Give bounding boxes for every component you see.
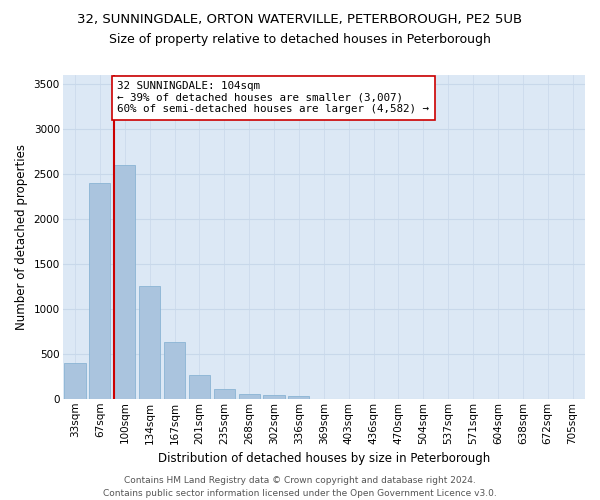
Text: 32 SUNNINGDALE: 104sqm
← 39% of detached houses are smaller (3,007)
60% of semi-: 32 SUNNINGDALE: 104sqm ← 39% of detached… xyxy=(117,82,429,114)
Bar xyxy=(239,394,260,399)
Text: Contains HM Land Registry data © Crown copyright and database right 2024.
Contai: Contains HM Land Registry data © Crown c… xyxy=(103,476,497,498)
Bar xyxy=(289,396,310,399)
Bar xyxy=(89,183,110,399)
Text: 32, SUNNINGDALE, ORTON WATERVILLE, PETERBOROUGH, PE2 5UB: 32, SUNNINGDALE, ORTON WATERVILLE, PETER… xyxy=(77,12,523,26)
Bar xyxy=(64,363,86,399)
Bar xyxy=(189,376,210,399)
Y-axis label: Number of detached properties: Number of detached properties xyxy=(15,144,28,330)
Bar xyxy=(164,342,185,399)
Bar xyxy=(263,394,284,399)
Bar xyxy=(114,165,136,399)
Bar xyxy=(214,389,235,399)
X-axis label: Distribution of detached houses by size in Peterborough: Distribution of detached houses by size … xyxy=(158,452,490,465)
Bar xyxy=(139,286,160,399)
Text: Size of property relative to detached houses in Peterborough: Size of property relative to detached ho… xyxy=(109,32,491,46)
